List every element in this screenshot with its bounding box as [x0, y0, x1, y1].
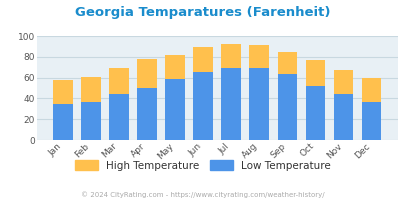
Bar [193, 47, 213, 72]
Bar [137, 88, 156, 140]
Bar [305, 86, 324, 140]
Bar [277, 74, 296, 140]
Bar [249, 45, 269, 68]
Bar [221, 44, 241, 68]
Bar [109, 68, 128, 94]
Bar [165, 79, 184, 140]
Bar [53, 104, 72, 140]
Bar [81, 77, 100, 102]
Bar [165, 55, 184, 79]
Bar [109, 94, 128, 140]
Bar [221, 68, 241, 140]
Bar [277, 52, 296, 74]
Bar [361, 102, 381, 140]
Bar [81, 102, 100, 140]
Legend: High Temperature, Low Temperature: High Temperature, Low Temperature [71, 156, 334, 175]
Bar [249, 68, 269, 140]
Bar [53, 80, 72, 104]
Bar [333, 70, 352, 94]
Bar [193, 72, 213, 140]
Bar [137, 59, 156, 88]
Text: © 2024 CityRating.com - https://www.cityrating.com/weather-history/: © 2024 CityRating.com - https://www.city… [81, 191, 324, 198]
Bar [361, 78, 381, 102]
Bar [305, 60, 324, 86]
Bar [333, 94, 352, 140]
Text: Georgia Temparatures (Farenheit): Georgia Temparatures (Farenheit) [75, 6, 330, 19]
